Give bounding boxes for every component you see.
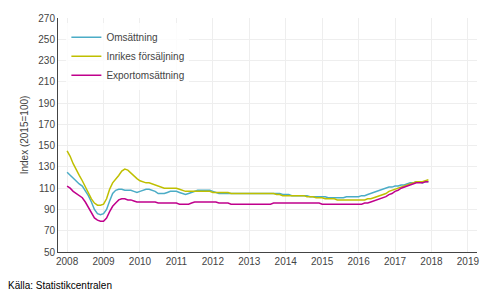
svg-text:210: 210 — [38, 76, 55, 87]
svg-text:2014: 2014 — [275, 256, 298, 267]
svg-text:270: 270 — [38, 13, 55, 24]
svg-text:Inrikes försäljning: Inrikes försäljning — [106, 51, 184, 62]
svg-text:50: 50 — [44, 247, 56, 258]
svg-text:2018: 2018 — [420, 256, 443, 267]
svg-text:Källa: Statistikcentralen: Källa: Statistikcentralen — [8, 280, 112, 291]
svg-text:2012: 2012 — [202, 256, 225, 267]
svg-text:250: 250 — [38, 34, 55, 45]
svg-text:2009: 2009 — [92, 256, 115, 267]
svg-text:130: 130 — [38, 161, 55, 172]
svg-text:2013: 2013 — [238, 256, 261, 267]
svg-text:2015: 2015 — [311, 256, 334, 267]
svg-text:Omsättning: Omsättning — [106, 32, 157, 43]
svg-text:2016: 2016 — [347, 256, 370, 267]
svg-text:190: 190 — [38, 98, 55, 109]
svg-text:2010: 2010 — [129, 256, 152, 267]
svg-text:2008: 2008 — [56, 256, 79, 267]
svg-text:150: 150 — [38, 140, 55, 151]
svg-text:2011: 2011 — [166, 256, 188, 267]
svg-text:Exportomsättning: Exportomsättning — [106, 70, 184, 81]
svg-text:110: 110 — [39, 183, 55, 194]
svg-text:170: 170 — [38, 119, 55, 130]
svg-text:230: 230 — [38, 55, 55, 66]
svg-text:2017: 2017 — [384, 256, 407, 267]
svg-text:Index (2015=100): Index (2015=100) — [19, 96, 30, 175]
svg-text:2019: 2019 — [457, 256, 480, 267]
svg-text:70: 70 — [44, 225, 56, 236]
svg-text:90: 90 — [44, 204, 56, 215]
